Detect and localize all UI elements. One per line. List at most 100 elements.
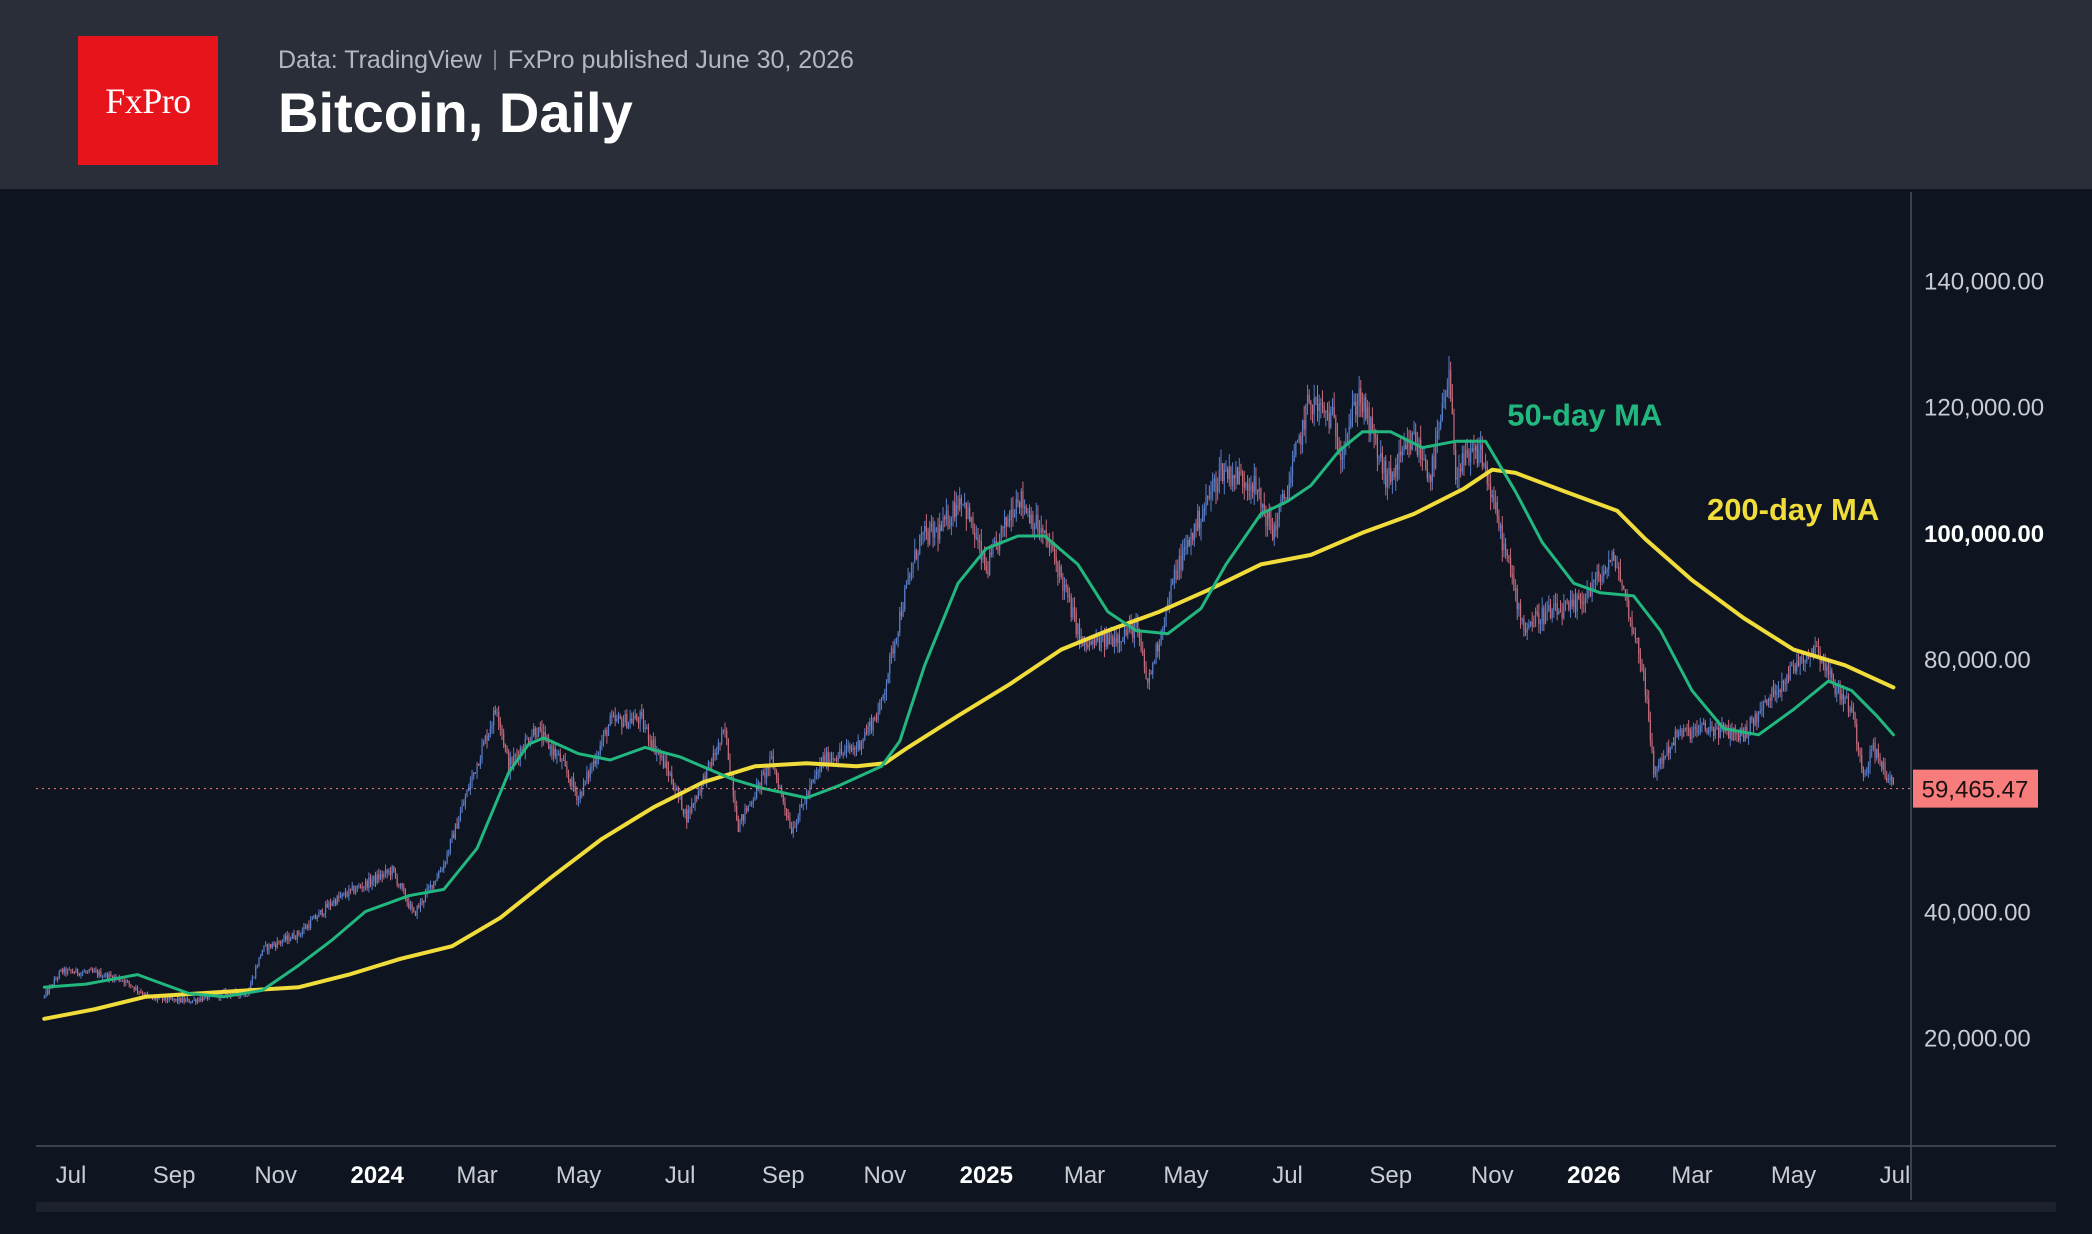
candle-body [1075,612,1077,635]
candle-body [1526,627,1528,633]
candle-body [1200,521,1202,529]
candle-body [281,940,283,943]
candle-body [724,730,726,732]
candle-body [1781,680,1783,693]
candle-body [602,733,605,742]
candle-body [687,809,690,823]
time-scrollbar[interactable] [36,1202,2056,1212]
candle-body [837,757,839,761]
candle-body [1636,638,1638,640]
candle-body [538,727,540,737]
candle-body [1353,401,1355,405]
candle-body [612,715,615,717]
candle-body [1420,439,1422,459]
candle-body [1078,623,1081,639]
candle-body [464,796,466,804]
candle-body [1689,731,1691,740]
candle-body [203,996,205,1001]
candle-body [1055,557,1057,563]
candle-body [544,731,546,736]
candle-body [840,749,843,753]
candle-body [817,771,819,773]
candle-body [1791,664,1793,666]
candle-body [175,998,177,1000]
candle-body [945,510,947,520]
candle-body [1177,570,1179,580]
candle-body [1168,600,1170,602]
candle-body [454,823,457,839]
candle-body [927,531,929,544]
candle-body [637,719,640,724]
candle-body [1436,431,1438,441]
candle-body [1563,604,1565,619]
candle-body [1188,540,1190,546]
candle-body [509,757,511,773]
candle-body [606,729,608,737]
candle-body [1834,685,1836,695]
candle-body [1857,743,1860,751]
candle-body [1070,596,1072,618]
candle-body [401,883,403,888]
candle-body [557,753,560,755]
candle-body [1080,636,1082,639]
candle-body [183,998,185,1002]
candle-body [974,532,976,538]
candle-body [1105,633,1107,647]
candle-body [1415,432,1417,445]
candle-body [790,828,793,834]
candle-body [1618,567,1620,570]
candle-body [649,740,651,742]
candle-body [922,531,924,535]
candle-body [338,895,340,898]
candle-body [263,945,265,950]
candle-body [599,745,601,755]
candle-body [1774,690,1776,695]
candle-body [504,744,506,747]
candle-body [707,762,709,768]
candle-body [744,808,746,821]
candle-body [666,761,668,769]
candle-body [308,924,310,929]
candle-body [1668,746,1670,754]
candle-body [757,782,759,786]
candle-body [779,787,781,789]
candle-body [533,728,535,736]
candle-body [1663,756,1665,764]
candle-body [1456,477,1458,480]
candle-body [478,763,480,766]
candle-body [1150,673,1152,675]
candle-body [559,753,561,762]
candle-body [1218,470,1220,485]
candle-body [1777,689,1780,694]
candle-body [819,763,821,772]
candle-body [561,759,563,762]
candle-body [473,772,475,776]
candle-body [185,999,187,1002]
candle-body [190,1002,192,1004]
candle-body [1283,493,1285,499]
candle-body [1028,510,1031,524]
candle-body [962,503,964,505]
candle-body [1316,398,1319,412]
candle-body [1509,558,1512,575]
candle-body [862,739,864,743]
candle-body [1300,435,1302,445]
candle-body [746,808,748,811]
candle-body [1435,440,1437,469]
candle-body [466,790,468,797]
candle-body [797,816,799,824]
candle-body [1485,463,1487,467]
candle-body [1821,659,1823,663]
candle-body [1841,694,1843,700]
candle-body [994,541,996,546]
candle-body [1548,604,1550,612]
candle-body [1654,772,1656,775]
candle-body [1017,499,1019,503]
candle-body [1345,442,1347,445]
candle-body [1366,407,1369,419]
candle-body [800,805,803,807]
candle-body [1524,630,1527,633]
candle-body [1448,369,1450,389]
candle-body [1794,665,1796,672]
candle-body [1067,587,1069,598]
